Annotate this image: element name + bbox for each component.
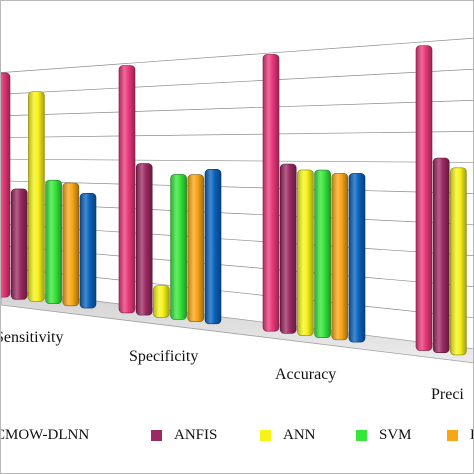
bars-group [1,45,467,356]
gridline [1,99,473,117]
legend-item-anfis: ANFIS [151,427,217,444]
bar-specificity-series-3 [170,174,187,320]
gridlines [1,37,473,319]
legend-item-cmow-dlnn: CMOW-DLNN [0,427,90,444]
category-label-accuracy: Accuracy [275,366,336,383]
bar-sensitivity-series-2 [28,91,45,302]
legend-swatch-ann [260,430,271,441]
legend-label-anfis: ANFIS [174,427,218,443]
bar-accuracy-series-3 [314,169,331,339]
legend-label-cmow-dlnn: CMOW-DLNN [0,427,90,443]
gridline [1,131,473,138]
bar-preci-series-1 [432,157,450,354]
bar-specificity-series-5 [204,168,222,325]
bar-accuracy-series-1 [279,163,297,334]
legend-label-svm: SVM [379,427,412,443]
legend-item-svm: SVM [356,427,412,444]
bar-accuracy-series-0 [262,54,280,332]
legend-item-ann: ANN [260,427,316,444]
bar-accuracy-series-2 [297,169,314,336]
bar-sensitivity-series-1 [10,188,28,300]
legend: CMOW-DLNN ANFIS ANN SVM K [0,421,473,461]
bar-sensitivity-series-0 [1,72,11,298]
gridline [1,180,473,194]
bar-sensitivity-series-4 [62,182,80,307]
bar-accuracy-series-4 [331,172,349,341]
bar-accuracy-series-5 [348,173,366,343]
legend-label-k: K [470,427,473,444]
bar-specificity-series-2 [153,285,170,318]
gridline [1,158,473,163]
bar-sensitivity-series-5 [79,192,97,309]
legend-swatch-svm [356,430,367,441]
gridline [1,68,473,95]
bar-sensitivity-series-3 [45,179,62,304]
legend-item-k: K [447,427,473,444]
bar-specificity-series-0 [118,65,136,314]
legend-swatch-k [447,430,458,441]
bar-preci-series-0 [415,45,433,351]
bar-preci-series-2 [450,167,467,356]
bar-specificity-series-4 [187,174,205,322]
category-label-sensitivity: Sensitivity [1,329,63,346]
legend-swatch-anfis [151,430,162,441]
category-label-specificity: Specificity [129,348,198,365]
legend-label-ann: ANN [283,427,316,443]
gridline [1,37,473,73]
bar-specificity-series-1 [135,163,153,316]
category-label-precision: Preci [431,386,464,403]
